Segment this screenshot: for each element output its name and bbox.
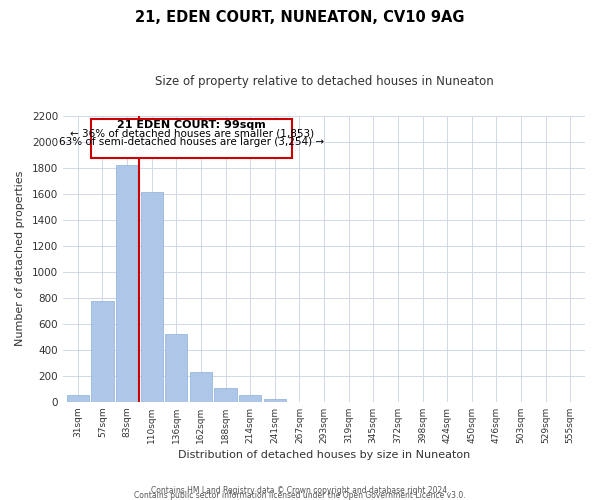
X-axis label: Distribution of detached houses by size in Nuneaton: Distribution of detached houses by size … (178, 450, 470, 460)
Text: 63% of semi-detached houses are larger (3,254) →: 63% of semi-detached houses are larger (… (59, 137, 324, 147)
Bar (67, 396, 89, 402)
FancyBboxPatch shape (91, 119, 292, 158)
Bar (116, 165, 138, 402)
Bar (264, 398, 286, 402)
Text: ← 36% of detached houses are smaller (1,853): ← 36% of detached houses are smaller (1,… (70, 129, 314, 139)
Bar (239, 394, 261, 402)
Y-axis label: Number of detached properties: Number of detached properties (15, 171, 25, 346)
Bar (140, 192, 163, 402)
Text: 21, EDEN COURT, NUNEATON, CV10 9AG: 21, EDEN COURT, NUNEATON, CV10 9AG (135, 10, 465, 25)
Bar (165, 334, 187, 402)
Text: Contains HM Land Registry data © Crown copyright and database right 2024.: Contains HM Land Registry data © Crown c… (151, 486, 449, 495)
Title: Size of property relative to detached houses in Nuneaton: Size of property relative to detached ho… (155, 75, 493, 88)
Bar (214, 388, 236, 402)
Text: 21 EDEN COURT: 99sqm: 21 EDEN COURT: 99sqm (118, 120, 266, 130)
Bar (91, 301, 113, 402)
Text: Contains public sector information licensed under the Open Government Licence v3: Contains public sector information licen… (134, 491, 466, 500)
Bar (190, 372, 212, 402)
